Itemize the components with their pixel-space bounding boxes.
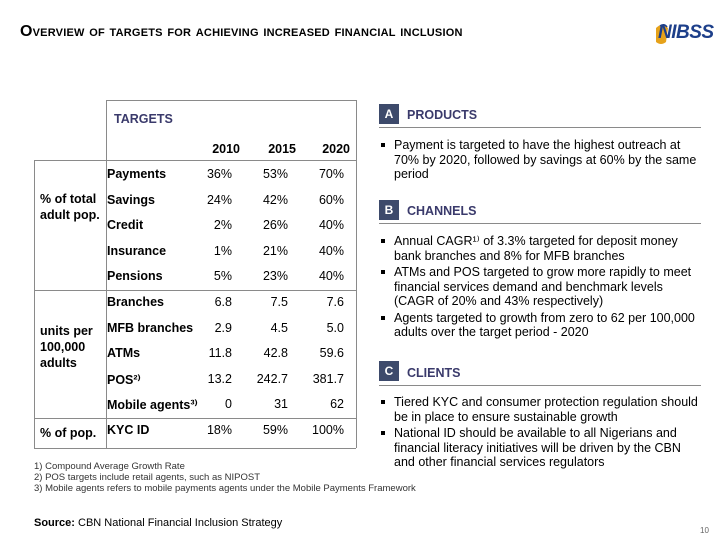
divider [356,100,357,448]
nibss-logo: NIBSS [652,20,714,48]
row-label: Mobile agents³⁾ [107,398,198,413]
divider [34,290,356,291]
slide-title: Overview of targets for achieving increa… [20,23,463,40]
row-label: MFB branches [107,320,194,335]
bullet: ATMs and POS targeted to grow more rapid… [380,265,700,309]
table-cell: 100% [312,423,344,437]
logo-text: NIBSS [658,22,714,43]
logo-icon [656,23,668,44]
section-b-badge: B [379,200,399,220]
table-cell: 6.8 [214,295,232,309]
footnotes: 1) Compound Average Growth Rate 2) POS t… [34,461,416,494]
divider [106,100,107,160]
row-label: Insurance [107,243,167,258]
bullet: Payment is targeted to have the highest … [380,138,700,182]
row-label: Credit [107,218,144,233]
group-label-adult-pop: % of total adult pop. [40,192,100,222]
table-cell: 5% [213,269,232,284]
section-a-bullets: Payment is targeted to have the highest … [380,138,700,184]
footnote: 3) Mobile agents refers to mobile paymen… [34,483,416,494]
source-text: CBN National Financial Inclusion Strateg… [78,517,283,529]
table-cell: 59.6 [319,346,344,361]
row-label: ATMs [107,346,141,361]
table-cell: 2.9 [214,320,232,335]
table-cell: 70% [318,167,344,181]
footnote: 1) Compound Average Growth Rate [34,461,185,472]
table-cell: 60% [318,192,344,207]
section-b-bullets: Annual CAGR¹⁾ of 3.3% targeted for depos… [380,234,700,342]
table-cell: 40% [318,218,344,233]
year-2010: 2010 [212,142,240,156]
table-cell: 18% [206,423,232,437]
table-cell: 53% [262,167,288,181]
section-a-title: PRODUCTS [407,108,478,122]
divider [106,160,107,448]
row-label: Pensions [107,269,163,284]
source-note: Source: CBN National Financial Inclusion… [34,517,282,529]
divider [34,418,356,419]
section-b-title: CHANNELS [407,204,477,218]
table-cell: 23% [262,269,288,284]
table-cell: 4.5 [270,320,288,335]
bullet: National ID should be available to all N… [380,426,700,470]
table-cell: 381.7 [312,371,344,386]
targets-table: TARGETS 2010 2015 2020 % of total adult … [34,100,357,449]
targets-label: TARGETS [114,112,173,126]
table-cell: 13.2 [207,371,232,386]
section-c-title: CLIENTS [407,366,461,380]
divider [34,160,35,448]
bullet: Tiered KYC and consumer protection regul… [380,395,700,424]
table-cell: 242.7 [256,371,288,386]
source-label: Source: [34,517,75,529]
table-cell: 40% [318,243,344,258]
group-label-pop: % of pop. [40,426,97,440]
divider [379,385,701,386]
divider [379,223,701,224]
table-cell: 26% [262,218,288,233]
row-label: POS²⁾ [107,372,141,387]
table-cell: 42.8 [263,346,288,361]
table-cell: 31 [274,397,288,412]
table-cell: 40% [318,269,344,284]
table-cell: 5.0 [326,320,344,335]
table-cell: 62 [330,397,344,412]
row-label: Savings [107,192,155,207]
divider [106,100,356,101]
row-label: KYC ID [107,423,150,437]
table-cell: 36% [206,167,232,181]
year-2015: 2015 [268,142,296,156]
bullet: Agents targeted to growth from zero to 6… [380,311,700,340]
divider [379,127,701,128]
divider [34,160,356,161]
section-c-bullets: Tiered KYC and consumer protection regul… [380,395,700,472]
divider [34,448,356,449]
section-c-badge: C [379,361,399,381]
table-cell: 42% [262,192,288,207]
table-cell: 11.8 [208,346,232,361]
bullet: Annual CAGR¹⁾ of 3.3% targeted for depos… [380,234,700,263]
table-cell: 0 [225,397,232,412]
section-a-badge: A [379,104,399,124]
table-cell: 1% [213,243,232,258]
table-cell: 24% [206,192,232,207]
group-label-units: units per 100,000 adults [40,324,93,370]
page-number: 10 [700,526,709,535]
table-cell: 7.6 [326,295,344,309]
table-cell: 2% [213,218,232,233]
footnote: 2) POS targets include retail agents, su… [34,472,260,483]
table-cell: 59% [262,423,288,437]
table-cell: 21% [262,243,288,258]
row-label: Payments [107,167,167,181]
table-cell: 7.5 [270,295,288,309]
row-label: Branches [107,295,164,309]
year-2020: 2020 [322,142,350,156]
